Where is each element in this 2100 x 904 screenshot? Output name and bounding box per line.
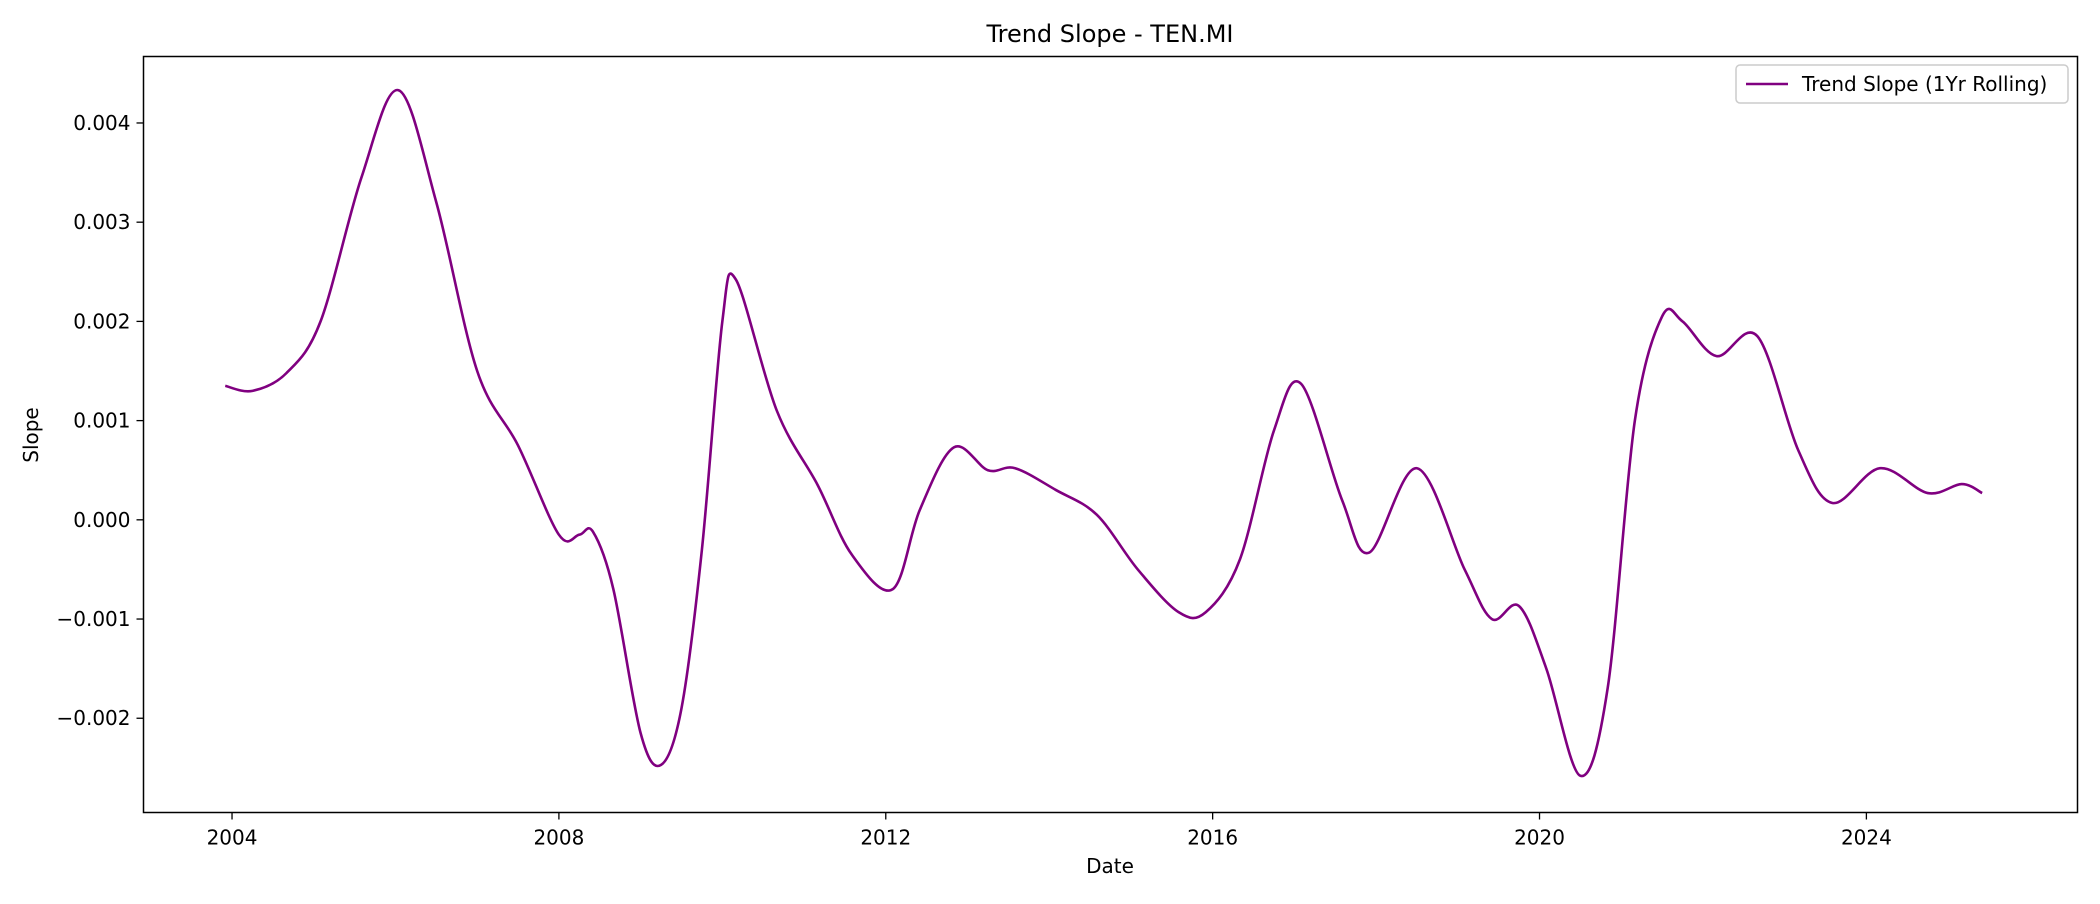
x-tick-label: 2012 bbox=[860, 826, 911, 850]
x-tick-label: 2016 bbox=[1187, 826, 1238, 850]
y-axis-label: Slope bbox=[19, 407, 43, 463]
y-tick-label: 0.000 bbox=[73, 508, 130, 532]
legend: Trend Slope (1Yr Rolling) bbox=[1735, 64, 2069, 104]
x-axis-ticks: 2004 2008 2012 2016 2020 2024 bbox=[207, 812, 1892, 850]
legend-box bbox=[1735, 64, 2069, 104]
legend-series-label: Trend Slope (1Yr Rolling) bbox=[1801, 72, 2047, 96]
y-tick-label: 0.003 bbox=[73, 210, 130, 234]
plot-area-frame bbox=[142, 55, 2079, 814]
chart-title: Trend Slope - TEN.MI bbox=[985, 20, 1233, 48]
series-line-trend-slope bbox=[224, 88, 1983, 778]
y-tick-label: −0.001 bbox=[56, 607, 130, 631]
x-tick-label: 2008 bbox=[533, 826, 584, 850]
y-tick-label: −0.002 bbox=[56, 706, 130, 730]
x-tick-label: 2024 bbox=[1841, 826, 1892, 850]
x-tick-label: 2020 bbox=[1514, 826, 1565, 850]
y-axis-ticks: 0.004 0.003 0.002 0.001 0.000 −0.001 −0.002 bbox=[56, 111, 144, 730]
x-tick-label: 2004 bbox=[207, 826, 258, 850]
y-tick-label: 0.001 bbox=[73, 409, 130, 433]
y-tick-label: 0.002 bbox=[73, 309, 130, 333]
x-axis-label: Date bbox=[1086, 854, 1134, 878]
series-layer bbox=[224, 88, 1983, 778]
y-tick-label: 0.004 bbox=[73, 111, 130, 135]
